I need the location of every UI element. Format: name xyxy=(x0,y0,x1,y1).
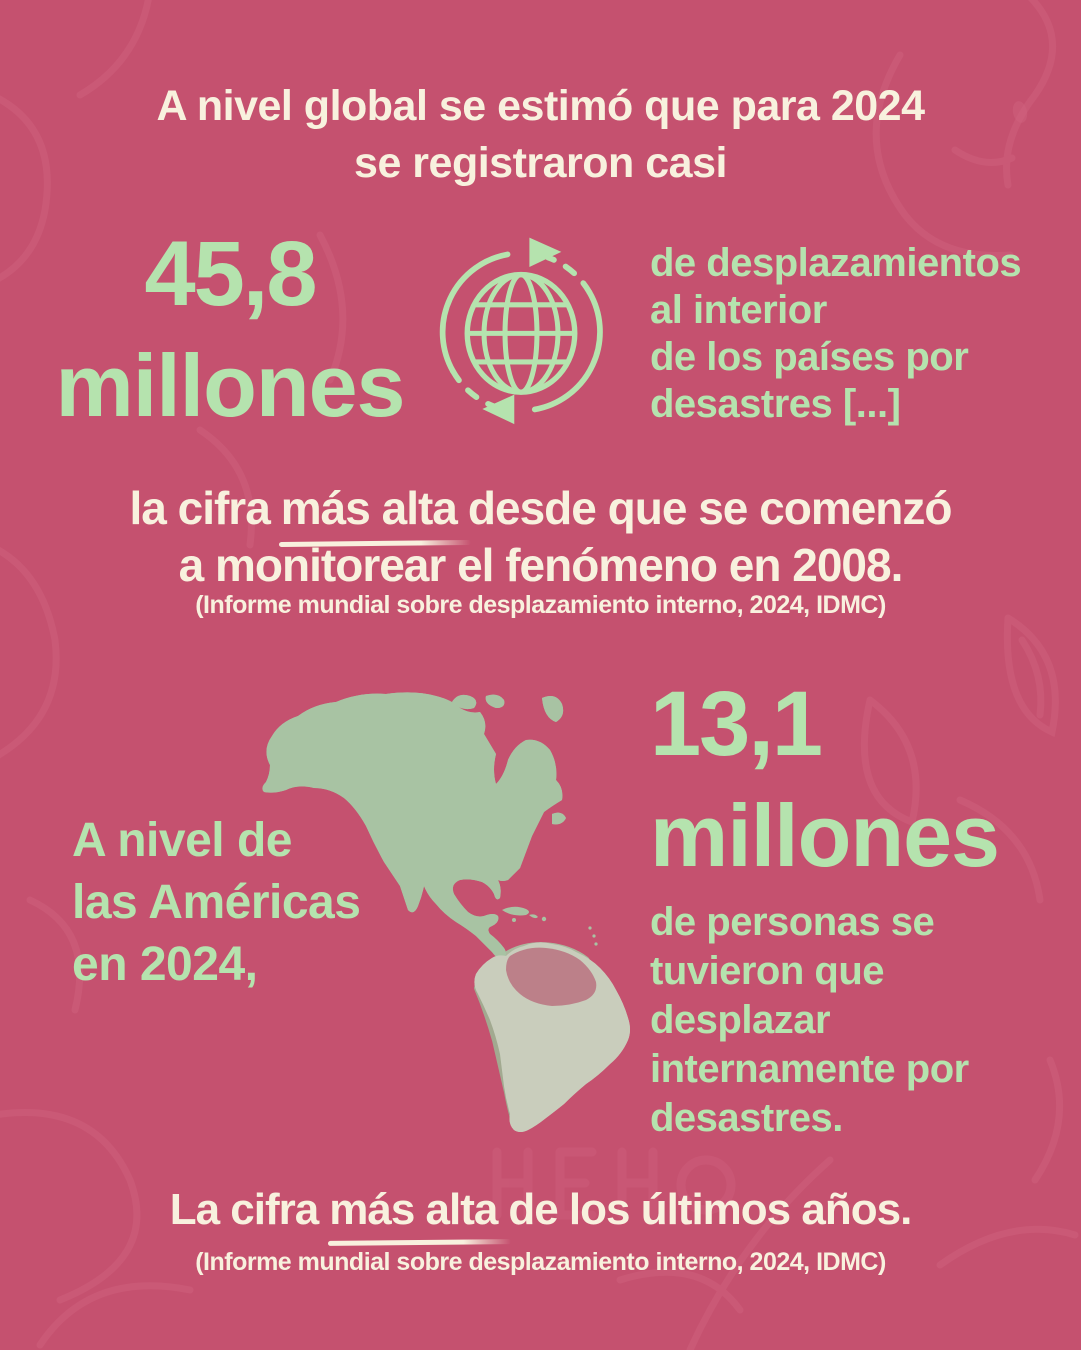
americas-map xyxy=(262,692,630,1132)
americas-desc-line-4: internamente por xyxy=(650,1047,969,1091)
americas-displacement-description: de personas se tuvieron que desplazar in… xyxy=(650,898,1070,1143)
americas-desc-line-2: tuvieron que xyxy=(650,949,885,993)
global-claim-line-2: a monitorear el fenómeno en 2008. xyxy=(178,539,904,591)
global-claim: la cifra más alta desde que se comenzó a m… xyxy=(0,480,1081,594)
global-desc-line-2: al interior xyxy=(650,288,827,332)
global-claim-highlight: más alta xyxy=(281,480,458,537)
americas-claim: La cifra más alta de los últimos años. xyxy=(0,1184,1081,1236)
americas-intro: A nivel de las Américas en 2024, xyxy=(72,810,492,996)
americas-claim-source: (Informe mundial sobre desplazamiento in… xyxy=(195,1248,886,1276)
americas-displacement-unit: millones xyxy=(650,786,1000,885)
globe-rotation-icon xyxy=(439,237,603,425)
global-claim-rest: desde que se comenzó xyxy=(467,482,953,534)
americas-claim-rest: de los últimos años. xyxy=(508,1185,912,1234)
global-claim-source: (Informe mundial sobre desplazamiento in… xyxy=(195,591,886,619)
americas-desc-line-1: de personas se xyxy=(650,900,935,944)
global-desc-line-4: desastres [...] xyxy=(650,382,901,426)
global-displacement-unit: millones xyxy=(55,336,406,435)
global-claim-lead: la cifra xyxy=(129,482,270,534)
global-claim-line-1: la cifra más alta desde que se comenzó xyxy=(0,480,1081,537)
americas-claim-highlight: más alta xyxy=(329,1185,498,1234)
americas-claim-line: La cifra más alta de los últimos años. xyxy=(0,1184,1081,1236)
headline-line-2: se registraron casi xyxy=(354,139,727,187)
global-displacement-value: 45,8 xyxy=(144,223,317,325)
headline-line-1: A nivel global se estimó que para 2024 xyxy=(156,82,925,130)
americas-claim-lead: La cifra xyxy=(169,1185,320,1234)
americas-displacement-value: 13,1 xyxy=(650,673,823,775)
americas-intro-line-1: A nivel de xyxy=(72,814,292,867)
global-desc-line-1: de desplazamientos xyxy=(650,241,1022,285)
americas-desc-line-3: desplazar xyxy=(650,998,831,1042)
headline: A nivel global se estimó que para 2024 s… xyxy=(0,78,1081,192)
americas-intro-line-3: en 2024, xyxy=(72,938,258,991)
americas-intro-line-2: las Américas xyxy=(72,876,361,929)
global-displacement-description: de desplazamientos al interior de los pa… xyxy=(650,240,1050,428)
global-desc-line-3: de los países por xyxy=(650,335,969,379)
americas-desc-line-5: desastres. xyxy=(650,1096,843,1140)
